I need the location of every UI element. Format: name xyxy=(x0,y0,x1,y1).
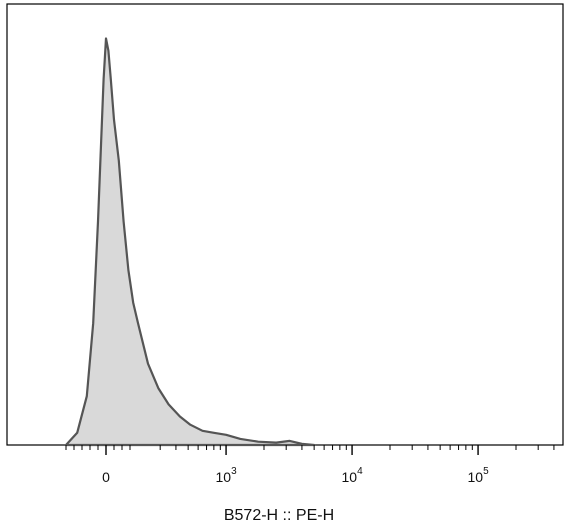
histogram-area xyxy=(64,37,316,447)
x-tick-label: 105 xyxy=(467,466,489,485)
x-tick-label: 0 xyxy=(102,469,110,485)
x-axis-label: B572-H :: PE-H xyxy=(224,507,334,524)
x-tick-label: 103 xyxy=(215,466,237,485)
x-axis: 0 103 104 105 xyxy=(65,445,555,485)
x-tick-label: 104 xyxy=(341,466,363,485)
plot-area xyxy=(6,3,564,447)
